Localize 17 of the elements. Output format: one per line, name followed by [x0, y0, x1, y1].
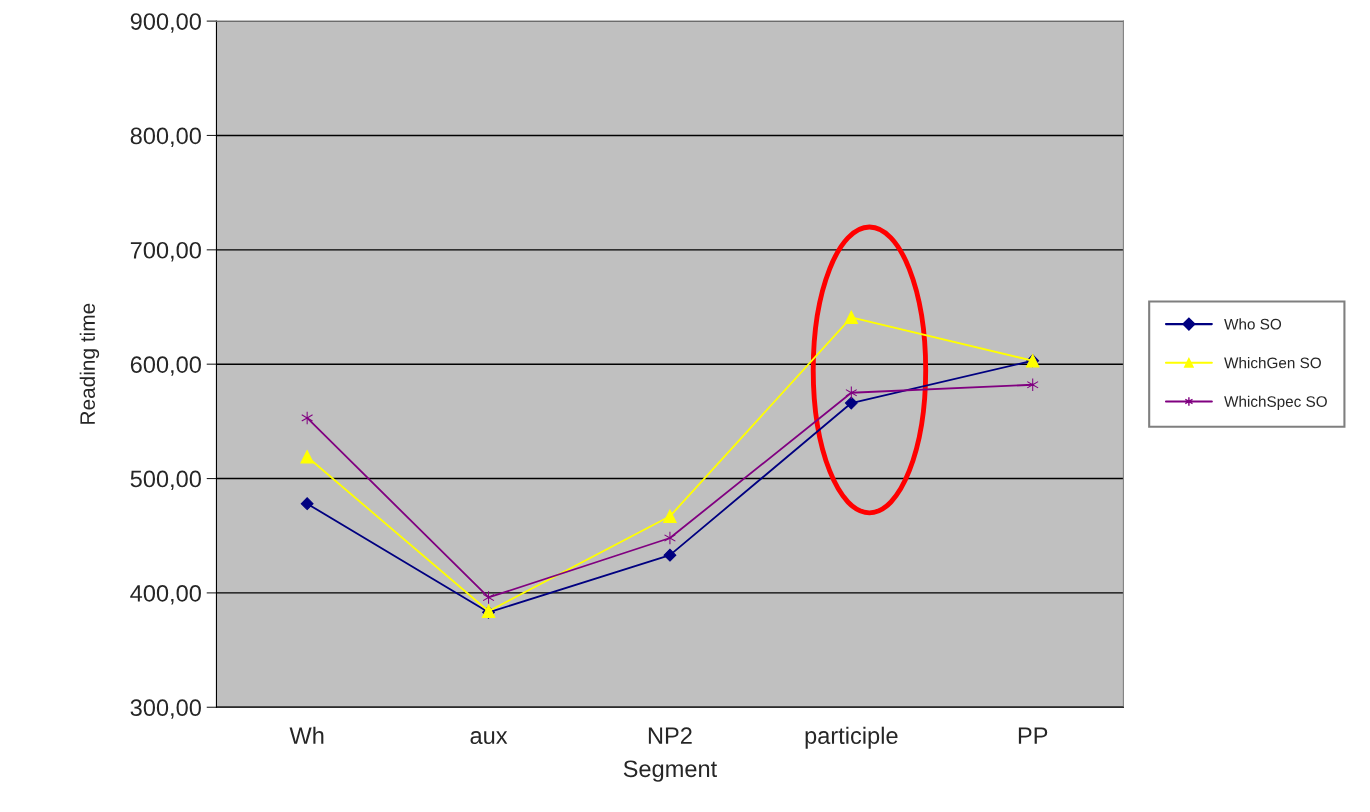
y-tick-label: 500,00: [130, 470, 201, 491]
x-axis-title: Segment: [623, 760, 718, 782]
y-axis-title: Reading time: [79, 303, 100, 424]
x-tick-label: NP2: [648, 727, 692, 744]
y-tick-label: 700,00: [130, 241, 201, 262]
y-tick-label: 800,00: [130, 127, 201, 148]
legend-label: WhichSpec SO: [1224, 395, 1327, 410]
x-tick-label: participle: [805, 726, 898, 749]
x-tick-label: Wh: [289, 726, 324, 744]
y-tick-label: 600,00: [130, 356, 201, 376]
legend-label: WhichGen SO: [1224, 357, 1321, 369]
y-tick-label: 900,00: [130, 13, 201, 33]
x-tick-label: PP: [1018, 727, 1048, 744]
legend-label: Who SO: [1224, 318, 1282, 330]
x-tick-label: aux: [470, 731, 508, 745]
y-tick-label: 300,00: [130, 699, 201, 719]
y-tick-label: 400,00: [130, 584, 201, 605]
